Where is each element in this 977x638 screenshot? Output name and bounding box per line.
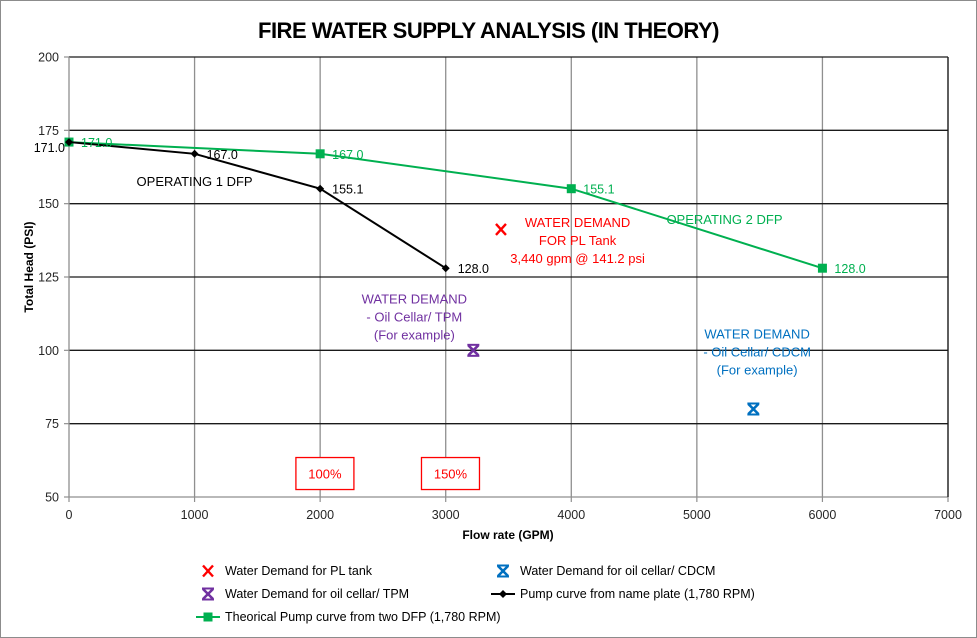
marker-shape [441,264,450,273]
y-tick-label: 100 [38,344,59,358]
percent-label: 100% [308,467,342,482]
data-point [747,402,760,416]
marker-shape [190,149,199,158]
x-tick-label: 4000 [557,508,585,522]
marker-shape [315,149,325,159]
legend-label: Theorical Pump curve from two DFP (1,780… [225,610,501,624]
legend-x-marker-icon [195,564,221,578]
legend-square-line-icon [195,610,221,624]
x-tick-label: 1000 [181,508,209,522]
annotation-text: - Oil Cellar/ TPM [366,309,462,324]
annotation-text: 3,440 gpm @ 141.2 psi [510,251,645,266]
data-point [495,223,507,236]
legend-star-marker-icon [195,587,221,601]
annotation-text: WATER DEMAND [704,327,809,342]
legend-item-tpm: Water Demand for oil cellar/ TPM [195,585,409,603]
legend-item-name-plate: Pump curve from name plate (1,780 RPM) [490,585,755,603]
legend-star-marker-icon [490,564,516,578]
data-point [817,263,827,273]
legend-marker [499,590,507,598]
annotation-text: WATER DEMAND [362,291,467,306]
legend-diamond-line-icon [490,587,516,601]
x-tick-label: 3000 [432,508,460,522]
percent-label: 150% [434,467,468,482]
x-tick-label: 6000 [809,508,837,522]
x-tick-label: 5000 [683,508,711,522]
chart-title: FIRE WATER SUPPLY ANALYSIS (IN THEORY) [258,18,720,43]
legend-item-pl-tank: Water Demand for PL tank [195,562,372,580]
data-point [467,343,480,357]
data-point [65,138,73,147]
data-label: 167.0 [332,148,363,162]
data-label: 171.0 [34,141,65,155]
percent-box [420,456,481,491]
marker-shape [499,590,507,598]
annotation-text: (For example) [374,327,455,342]
data-point [566,184,576,194]
legend-item-two-dfp: Theorical Pump curve from two DFP (1,780… [195,608,501,626]
series-line [68,141,823,270]
x-axis-title: Flow rate (GPM) [462,528,553,542]
x-tick-label: 0 [66,508,73,522]
marker-stroke [747,403,760,415]
data-label: 155.1 [583,183,614,197]
annotation-text: OPERATING 1 DFP [137,174,253,189]
percent-box [295,456,355,491]
data-label: 155.1 [332,183,363,197]
annotation-text: (For example) [717,363,798,378]
annotation-text: FOR PL Tank [539,233,617,248]
legend-label: Water Demand for PL tank [225,564,373,578]
x-tick-label: 2000 [306,508,334,522]
marker-stroke [202,588,214,600]
data-point [315,149,325,159]
marker-stroke [467,344,480,357]
marker-stroke [495,223,507,236]
x-tick-label: 7000 [934,508,962,522]
marker-shape [203,612,213,622]
data-point [190,149,199,158]
legend-label: Pump curve from name plate (1,780 RPM) [520,587,755,601]
data-label: 171.0 [81,136,112,150]
legend-marker [202,564,214,578]
legend-label: Water Demand for oil cellar/ CDCM [520,564,716,578]
y-tick-label: 175 [38,124,59,138]
legend-marker [203,612,213,622]
marker-shape [316,184,325,193]
legend-item-cdcm: Water Demand for oil cellar/ CDCM [490,562,715,580]
y-tick-label: 50 [45,491,59,505]
y-tick-label: 150 [38,197,59,211]
data-label: 128.0 [834,262,865,276]
legend-label: Water Demand for oil cellar/ TPM [225,587,410,601]
annotation-text: WATER DEMAND [525,215,630,230]
series-line [68,141,447,270]
annotation-text: OPERATING 2 DFP [666,212,782,227]
y-axis-title: Total Head (PSI) [22,221,36,312]
marker-shape [65,138,73,147]
annotation-text: - Oil Cellar/ CDCM [703,345,811,360]
data-label: 167.0 [207,148,238,162]
marker-stroke [497,565,509,577]
data-label: 128.0 [458,262,489,276]
marker-shape [566,184,576,194]
legend-marker [497,564,509,578]
marker-stroke [202,564,214,578]
y-tick-label: 125 [38,271,59,285]
legend-marker [202,587,214,601]
data-point [441,264,450,273]
y-tick-label: 75 [45,417,59,431]
data-point [316,184,325,193]
marker-shape [817,263,827,273]
y-tick-label: 200 [38,51,59,65]
